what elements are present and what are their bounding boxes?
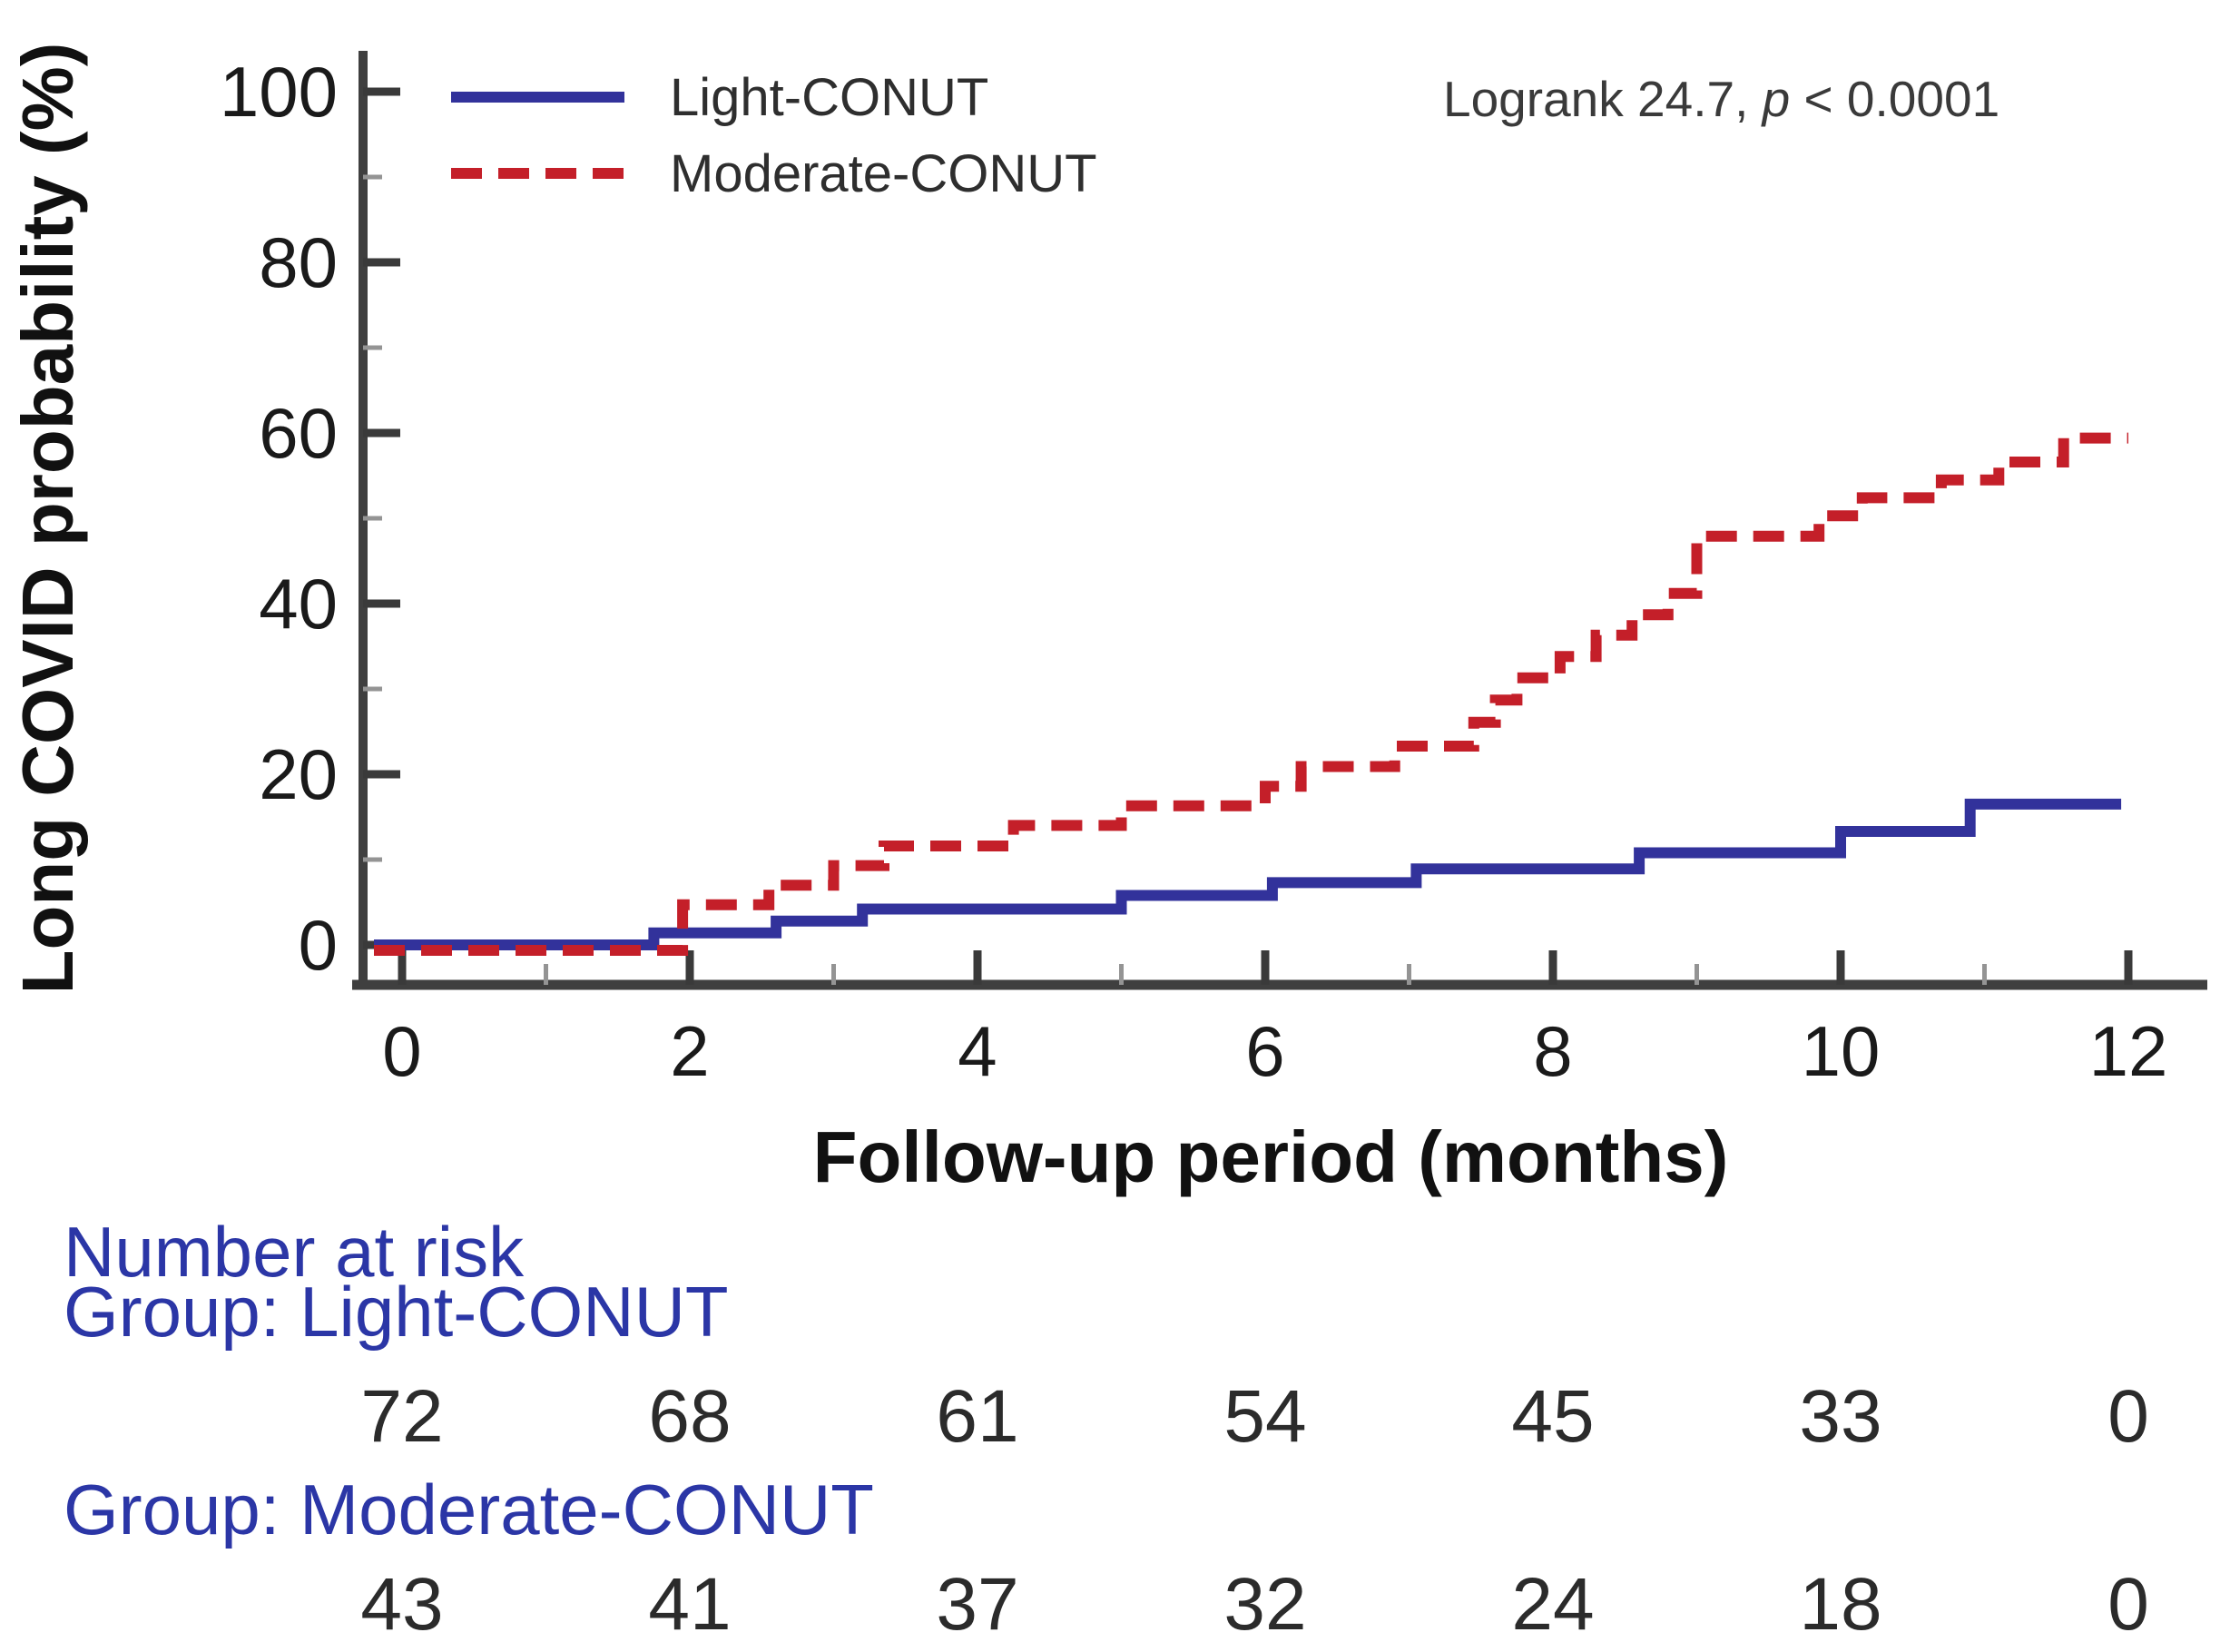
at-risk-count: 61 <box>936 1375 1018 1458</box>
at-risk-count: 0 <box>2107 1375 2149 1458</box>
at-risk-count: 41 <box>648 1563 731 1646</box>
legend-label-light-conut: Light-CONUT <box>670 68 988 127</box>
at-risk-count: 72 <box>360 1375 443 1458</box>
x-tick-label-10: 10 <box>1802 1011 1881 1091</box>
at-risk-count: 43 <box>360 1563 443 1646</box>
y-tick-label-80: 80 <box>259 222 338 302</box>
at-risk-counts-row-moderate: 43 41 37 32 24 18 0 <box>360 1563 2148 1646</box>
y-tick-label-60: 60 <box>259 393 338 473</box>
x-tick-label-2: 2 <box>670 1011 709 1091</box>
at-risk-count: 45 <box>1511 1375 1594 1458</box>
x-tick-label-0: 0 <box>382 1011 421 1091</box>
at-risk-count: 54 <box>1223 1375 1306 1458</box>
at-risk-count: 32 <box>1223 1563 1306 1646</box>
axes <box>352 51 2207 990</box>
light-conut-curve <box>374 798 2122 950</box>
logrank-p-symbol: p <box>1761 71 1791 127</box>
moderate-conut-curve <box>374 432 2128 956</box>
y-tick-label-0: 0 <box>299 905 338 985</box>
at-risk-counts-row-light: 72 68 61 54 45 33 0 <box>360 1375 2148 1458</box>
tick-labels: 0 20 40 60 80 100 0 2 4 6 8 10 12 <box>220 52 2168 1091</box>
x-tick-label-4: 4 <box>958 1011 997 1091</box>
at-risk-count: 37 <box>936 1563 1018 1646</box>
x-tick-label-12: 12 <box>2089 1011 2168 1091</box>
legend-label-moderate-conut: Moderate-CONUT <box>670 144 1097 203</box>
legend-item-moderate-conut: Moderate-CONUT <box>451 144 1097 203</box>
at-risk-group-label-moderate: Group: Moderate-CONUT <box>64 1470 874 1549</box>
at-risk-count: 24 <box>1511 1563 1594 1646</box>
at-risk-count: 68 <box>648 1375 731 1458</box>
survival-curves <box>374 432 2128 956</box>
at-risk-count: 18 <box>1799 1563 1881 1646</box>
at-risk-count: 0 <box>2107 1563 2149 1646</box>
legend: Light-CONUT Moderate-CONUT <box>451 68 1097 203</box>
y-tick-label-20: 20 <box>259 734 338 814</box>
x-tick-label-6: 6 <box>1245 1011 1284 1091</box>
at-risk-group-label-light: Group: Light-CONUT <box>64 1272 729 1352</box>
logrank-annotation: Logrank 24.7, p < 0.0001 <box>1443 71 1999 127</box>
y-tick-label-100: 100 <box>220 52 338 132</box>
x-axis-title: Follow-up period (months) <box>813 1116 1729 1197</box>
number-at-risk-header: Number at risk <box>64 1212 525 1292</box>
at-risk-count: 33 <box>1799 1375 1881 1458</box>
y-tick-label-40: 40 <box>259 564 338 644</box>
logrank-suffix: < 0.0001 <box>1790 71 1999 127</box>
legend-item-light-conut: Light-CONUT <box>451 68 988 127</box>
x-tick-label-8: 8 <box>1533 1011 1572 1091</box>
number-at-risk-table: Number at risk Group: Light-CONUT 72 68 61… <box>64 1212 2149 1646</box>
logrank-prefix: Logrank 24.7, <box>1443 71 1763 127</box>
y-axis-title: Long COVID probability (%) <box>7 43 88 995</box>
